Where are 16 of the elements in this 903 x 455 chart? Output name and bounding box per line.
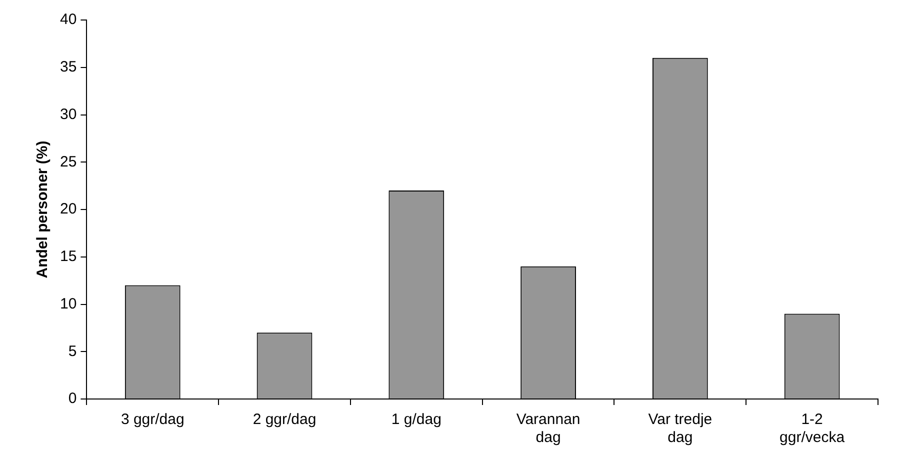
y-tick-label: 35 (60, 58, 77, 76)
y-tick-label: 30 (60, 106, 77, 123)
y-tick-label: 0 (68, 390, 77, 408)
y-tick-label: 20 (60, 200, 77, 218)
y-axis-title: Andel personer (%) (34, 140, 52, 278)
y-tick-label: 40 (60, 11, 77, 28)
x-tick-label: 1 g/dag (391, 411, 442, 428)
x-tick-label: Var tredje dag (648, 411, 712, 446)
x-tick-label: 2 ggr/dag (252, 411, 316, 428)
y-tick-label: 15 (60, 248, 77, 266)
y-tick-label: 5 (68, 342, 77, 360)
y-tick-label: 25 (60, 153, 77, 170)
y-tick-label: 10 (60, 295, 77, 312)
x-tick-label: Varannan dag (516, 411, 580, 446)
x-tick-label: 1-2 ggr/vecka (780, 411, 846, 446)
x-tick-label: 3 ggr/dag (120, 411, 184, 428)
